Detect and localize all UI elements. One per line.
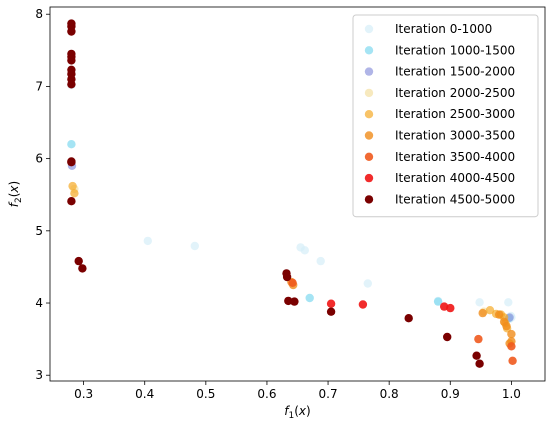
data-point bbox=[443, 332, 452, 342]
data-point bbox=[475, 298, 484, 307]
data-point bbox=[508, 356, 517, 365]
ticks-layer: 0.3 0.4 0.5 0.6 0.7 0.8 0.9 1.0 3 4 5 6 7 8 bbox=[35, 7, 521, 401]
legend-label: Iteration 1500-2000 bbox=[395, 65, 515, 79]
legend-marker bbox=[364, 24, 374, 34]
data-point bbox=[67, 140, 76, 149]
legend-label: Iteration 2500-3000 bbox=[395, 107, 515, 121]
plot-frame bbox=[49, 6, 546, 382]
x-tick-label: 0.5 bbox=[196, 387, 215, 401]
legend-label: Iteration 4000-4500 bbox=[395, 171, 515, 185]
data-point bbox=[290, 297, 299, 306]
legend-marker bbox=[364, 195, 374, 204]
data-point bbox=[190, 241, 199, 251]
y-tick-label: 6 bbox=[35, 152, 43, 166]
legend-box bbox=[352, 14, 539, 218]
legend-marker bbox=[364, 67, 374, 76]
x-tick-label: 0.9 bbox=[441, 387, 460, 401]
data-point bbox=[78, 264, 87, 273]
data-point bbox=[67, 27, 76, 36]
legend-label: Iteration 3000-3500 bbox=[395, 129, 515, 143]
data-point bbox=[363, 279, 372, 288]
data-point bbox=[475, 359, 484, 368]
data-point bbox=[507, 342, 516, 351]
data-point bbox=[504, 298, 513, 307]
y-tick-label: 7 bbox=[35, 79, 43, 93]
legend-label: Iteration 3500-4000 bbox=[395, 150, 515, 164]
legend-label: Iteration 2000-2500 bbox=[395, 86, 515, 100]
data-point bbox=[74, 256, 83, 266]
x-tick-label: 0.4 bbox=[135, 387, 154, 401]
data-point bbox=[485, 306, 495, 315]
marks-layer bbox=[67, 19, 517, 368]
x-tick-label: 0.7 bbox=[319, 387, 338, 401]
y-tick-label: 4 bbox=[35, 296, 43, 310]
series-6 bbox=[288, 278, 517, 365]
data-point bbox=[474, 334, 483, 344]
data-point bbox=[70, 189, 79, 198]
data-point bbox=[433, 297, 443, 306]
y-axis-label: f2(x) bbox=[7, 181, 24, 207]
data-point bbox=[507, 329, 516, 339]
x-tick-label: 0.3 bbox=[74, 387, 93, 401]
data-point bbox=[67, 197, 76, 206]
x-tick-label: 1.0 bbox=[502, 387, 521, 401]
legend: Iteration 0-1000 Iteration 1000-1500 Itera… bbox=[352, 14, 539, 218]
data-point bbox=[67, 158, 76, 167]
legend-marker bbox=[364, 88, 374, 98]
data-point bbox=[300, 246, 309, 255]
data-point bbox=[282, 272, 292, 282]
y-tick-label: 8 bbox=[35, 7, 43, 21]
data-point bbox=[288, 278, 297, 287]
x-tick-label: 0.6 bbox=[257, 387, 276, 401]
data-point bbox=[316, 256, 325, 266]
legend-marker bbox=[364, 131, 374, 140]
data-point bbox=[478, 308, 487, 318]
data-point bbox=[284, 296, 293, 306]
data-point bbox=[326, 307, 336, 316]
data-point bbox=[67, 80, 76, 89]
data-point bbox=[495, 310, 504, 319]
series-7 bbox=[326, 299, 455, 313]
x-axis-label: f1(x) bbox=[284, 404, 310, 421]
data-point bbox=[358, 300, 368, 309]
y-tick-label: 5 bbox=[35, 224, 43, 238]
data-point bbox=[446, 303, 455, 313]
data-point bbox=[472, 351, 481, 360]
y-tick-label: 3 bbox=[35, 368, 43, 382]
data-point bbox=[143, 236, 152, 246]
data-point bbox=[67, 56, 76, 65]
data-point bbox=[305, 293, 314, 303]
legend-marker bbox=[364, 110, 374, 119]
legend-label: Iteration 1000-1500 bbox=[395, 43, 515, 57]
data-point bbox=[326, 299, 336, 308]
data-point bbox=[404, 314, 413, 323]
data-point bbox=[68, 181, 77, 191]
legend-marker bbox=[364, 46, 374, 55]
legend-marker bbox=[364, 173, 374, 183]
legend-marker bbox=[364, 152, 374, 161]
legend-label: Iteration 0-1000 bbox=[395, 22, 492, 36]
series-8 bbox=[67, 19, 484, 368]
data-point bbox=[502, 321, 511, 331]
legend-label: Iteration 4500-5000 bbox=[395, 192, 515, 206]
x-tick-label: 0.8 bbox=[380, 387, 399, 401]
